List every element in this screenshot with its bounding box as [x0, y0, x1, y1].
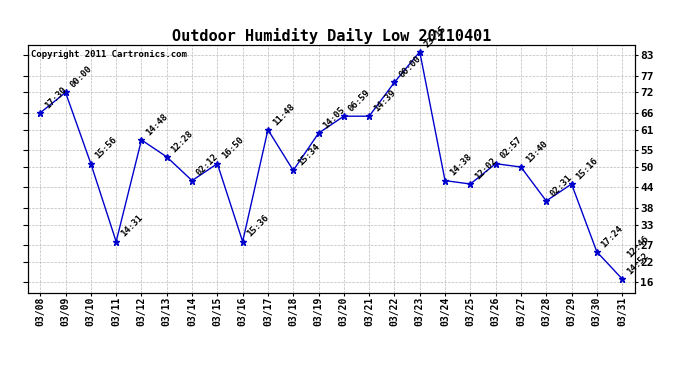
Text: 14:48: 14:48: [144, 112, 170, 137]
Text: 12:28: 12:28: [170, 129, 195, 154]
Title: Outdoor Humidity Daily Low 20110401: Outdoor Humidity Daily Low 20110401: [172, 28, 491, 44]
Text: 15:16: 15:16: [574, 156, 600, 181]
Text: 14:05: 14:05: [322, 105, 346, 130]
Text: 14:39: 14:39: [372, 88, 397, 113]
Text: 13:40: 13:40: [524, 139, 549, 164]
Text: 14:31: 14:31: [119, 213, 144, 239]
Text: 17:30: 17:30: [43, 85, 68, 110]
Text: 15:34: 15:34: [296, 142, 322, 168]
Text: 06:59: 06:59: [346, 88, 372, 113]
Text: Copyright 2011 Cartronics.com: Copyright 2011 Cartronics.com: [30, 50, 186, 59]
Text: 14:52: 14:52: [625, 251, 650, 276]
Text: 14:38: 14:38: [448, 153, 473, 178]
Text: 15:36: 15:36: [246, 213, 270, 239]
Text: 00:00: 00:00: [397, 54, 422, 80]
Text: 00:00: 00:00: [68, 64, 94, 90]
Text: 02:57: 02:57: [498, 135, 524, 161]
Text: 16:50: 16:50: [220, 135, 246, 161]
Text: 15:56: 15:56: [94, 135, 119, 161]
Text: 11:48: 11:48: [270, 102, 296, 127]
Text: 17:24: 17:24: [600, 224, 625, 249]
Text: 12:02: 12:02: [473, 156, 498, 181]
Text: 12:46: 12:46: [625, 234, 650, 259]
Text: 02:31: 02:31: [549, 173, 574, 198]
Text: 02:12: 02:12: [195, 153, 220, 178]
Text: 23:15: 23:15: [422, 24, 448, 49]
